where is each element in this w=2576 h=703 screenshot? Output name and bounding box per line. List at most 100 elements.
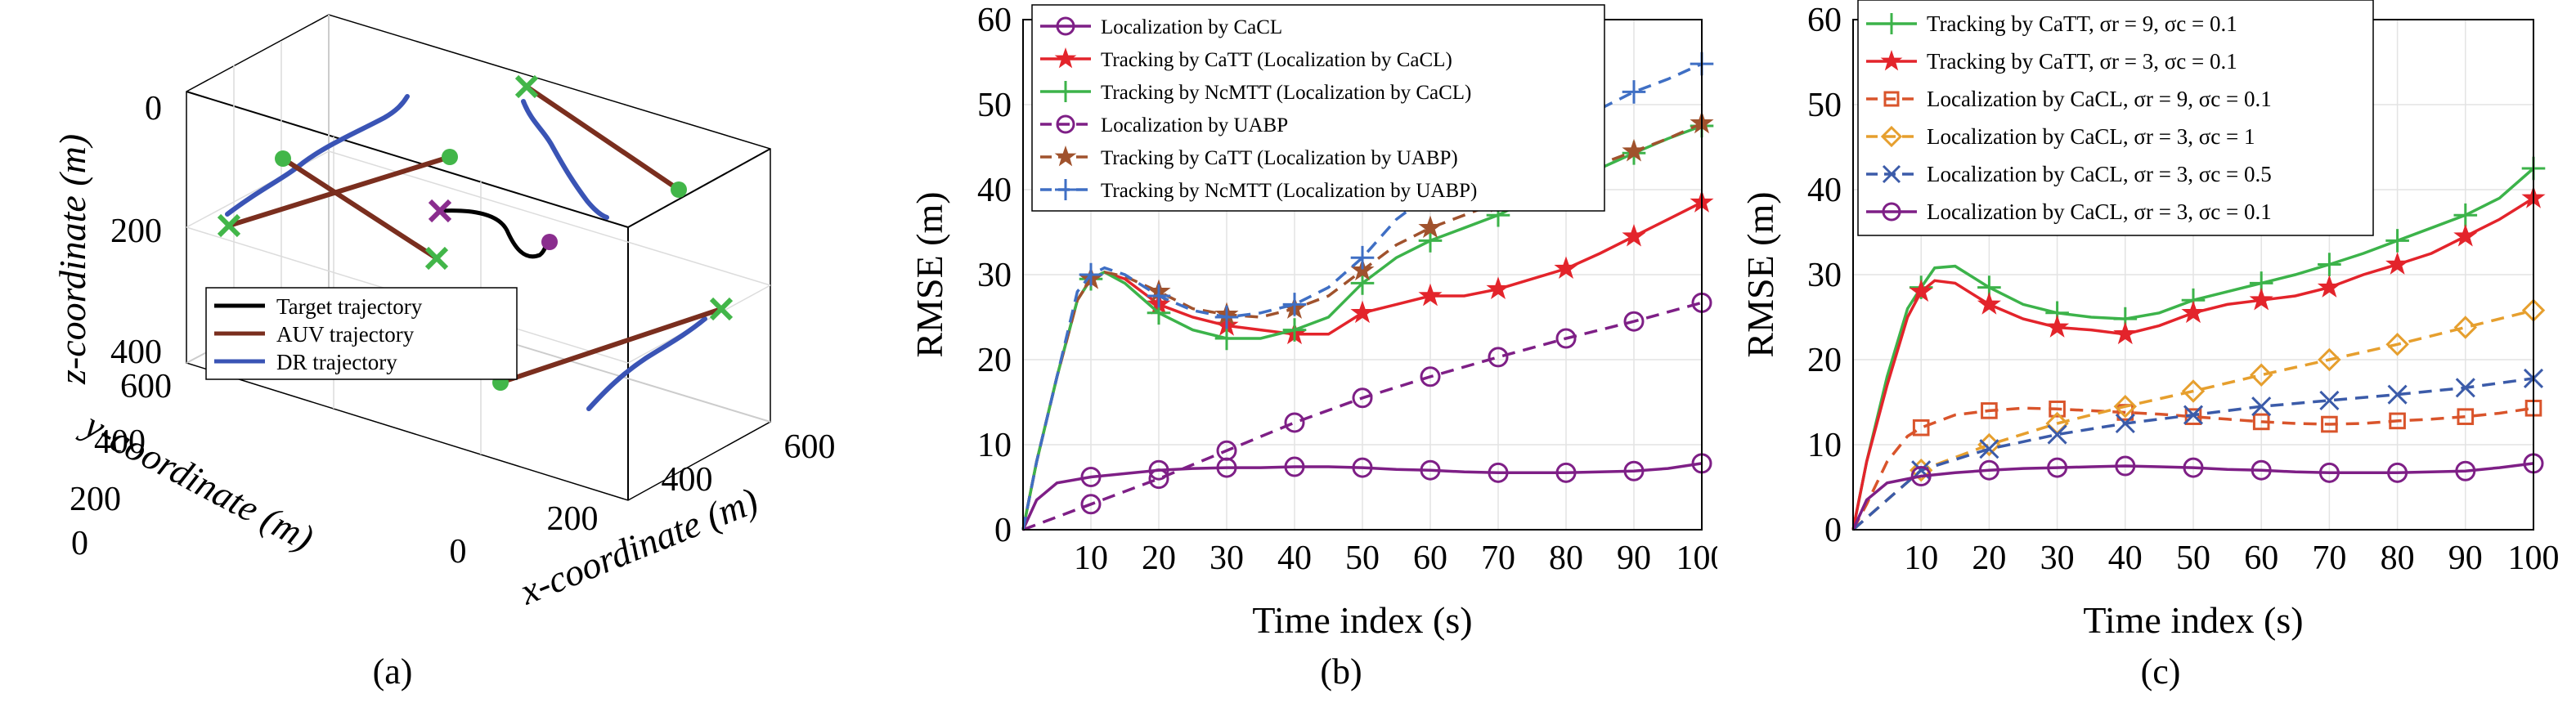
chart-b-legend: Localization by CaCL Tracking by CaTT (Lo… [1031, 4, 1605, 212]
x-tick-label: 100 [1676, 540, 1718, 577]
target-start-dot [541, 234, 558, 250]
y-tick-label: 50 [1807, 87, 1842, 124]
x-tick-label: 200 [547, 500, 599, 538]
legend-label: Localization by CaCL [1101, 16, 1282, 38]
x-tick-label: 60 [1413, 540, 1447, 577]
series-line [1851, 406, 2534, 531]
legend-label: Tracking by CaTT, σr = 9, σc = 0.1 [1927, 11, 2237, 36]
x-tick-label: 10 [1074, 540, 1108, 577]
x-tick-label: 100 [2508, 540, 2560, 577]
panel-b-line-chart: 0 10 20 30 40 50 60 10 20 30 40 50 60 70 80 90 100 RMSE… [859, 0, 1728, 699]
data-point [2318, 462, 2340, 483]
data-point [1418, 283, 1443, 307]
data-point [1350, 300, 1375, 324]
data-point [1420, 366, 1441, 387]
x-tick-label: 60 [2244, 540, 2278, 577]
data-point [2385, 229, 2409, 253]
data-point [2453, 223, 2478, 247]
chart-c-svg: 0 10 20 30 40 50 60 10 20 30 40 50 60 70 80 90 100 RMSE… [1739, 0, 2560, 692]
y-tick-label: 0 [1824, 512, 1842, 549]
data-point [2249, 363, 2273, 387]
legend-marker [1056, 16, 1075, 36]
y-tick-label: 600 [120, 368, 172, 405]
x-tick-label: 70 [2312, 540, 2346, 577]
series-line [1851, 462, 2534, 531]
x-tick-label: 600 [784, 428, 836, 466]
x-tick-label: 20 [1142, 540, 1176, 577]
target-end-cross [428, 199, 452, 223]
caption-c: (c) [2141, 652, 2181, 692]
data-point [2113, 321, 2138, 345]
data-point [1555, 328, 1577, 349]
end-cross-markers [217, 74, 734, 321]
data-point [2251, 459, 2272, 481]
legend-label: Tracking by NcMTT (Localization by UABP) [1101, 180, 1477, 202]
x-tick-label: 10 [1904, 540, 1938, 577]
data-point [2387, 462, 2408, 483]
legend-label: Localization by CaCL, σr = 3, σc = 0.1 [1927, 199, 2272, 224]
series-2 [1021, 190, 1714, 531]
data-point [1352, 457, 1373, 478]
chart-c-y-ticks: 0 10 20 30 40 50 60 [1807, 2, 1842, 549]
legend-marker [1056, 114, 1075, 134]
legend-marker [1880, 49, 1903, 71]
start-dot [275, 150, 291, 167]
y-tick-label: 400 [94, 423, 146, 461]
legend-marker [1883, 91, 1900, 107]
data-point [2453, 203, 2478, 227]
series-line [1022, 301, 1703, 531]
y-tick-label: 60 [1807, 2, 1842, 39]
y-tick-label: 40 [1807, 172, 1842, 209]
data-point [2249, 287, 2273, 311]
legend-label: Tracking by CaTT (Localization by UABP) [1101, 147, 1458, 169]
series-3 [1851, 399, 2542, 531]
data-point [1981, 402, 1998, 419]
chart-a-legend: Target trajectory AUV trajectory DR traj… [205, 287, 518, 380]
chart-a-svg: 0 200 400 600 400 200 0 0 200 400 600 z-… [52, 14, 836, 692]
data-point [1623, 311, 1645, 332]
data-point [1418, 215, 1443, 239]
data-point [2045, 315, 2070, 338]
y-tick-label: 40 [977, 172, 1012, 209]
data-point [1623, 460, 1645, 481]
x-tick-label: 30 [1209, 540, 1244, 577]
data-point [1080, 467, 1102, 488]
data-point [1352, 387, 1373, 409]
data-point [1216, 440, 1237, 461]
data-point [1350, 245, 1375, 270]
y-tick-label: 30 [1807, 257, 1842, 294]
data-point [2183, 457, 2204, 478]
data-point [2389, 412, 2406, 430]
legend-marker [1881, 13, 1902, 34]
y-tick-label: 200 [70, 481, 121, 518]
legend-label: Tracking by CaTT, σr = 3, σc = 0.1 [1927, 49, 2237, 74]
z-tick-label: 200 [110, 213, 162, 250]
legend-label: Localization by CaCL, σr = 3, σc = 0.5 [1927, 162, 2272, 186]
series-4 [1022, 292, 1712, 531]
x-axis-label: Time index (s) [2083, 599, 2303, 641]
y-tick-label: 20 [1807, 342, 1842, 379]
data-point [1284, 456, 1305, 477]
chart-a-box [186, 14, 771, 501]
legend-marker [1055, 179, 1076, 200]
data-point [1420, 459, 1441, 481]
legend-marker [1054, 47, 1077, 69]
x-tick-label: 40 [2108, 540, 2143, 577]
data-point [1486, 276, 1510, 300]
x-axis-label: Time index (s) [1252, 599, 1472, 641]
auv-trajectory-1 [227, 154, 452, 228]
auv-trajectory-2 [280, 156, 439, 261]
dr-trajectory-2 [521, 99, 609, 220]
data-point [2047, 457, 2068, 478]
data-point [2385, 252, 2410, 275]
data-point [2252, 413, 2270, 431]
legend-marker [1054, 145, 1077, 167]
data-point [1080, 494, 1102, 515]
data-point [2183, 405, 2204, 425]
data-point [2184, 408, 2202, 425]
data-point [1214, 326, 1239, 351]
data-point [2115, 413, 2135, 434]
data-point [1284, 412, 1305, 433]
data-point [2181, 379, 2206, 403]
data-point [2385, 333, 2409, 356]
